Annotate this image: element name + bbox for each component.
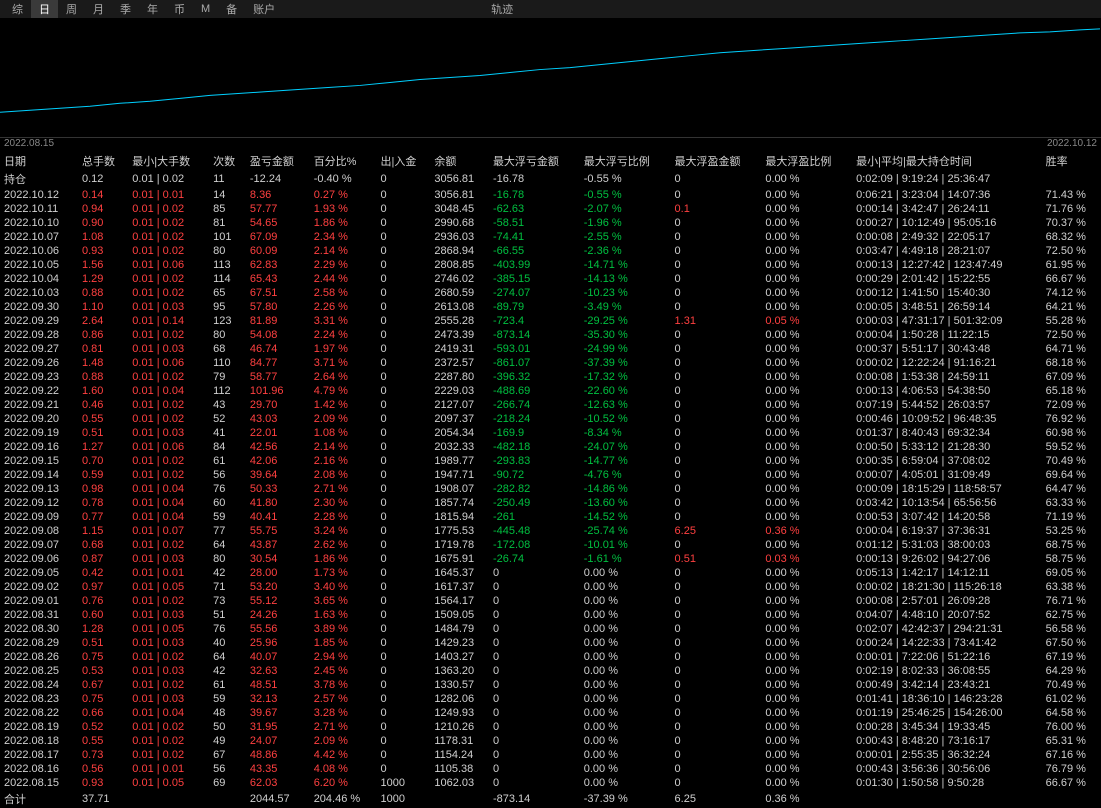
tab-yue[interactable]: 月 [85,0,112,19]
tab-zong[interactable]: 综 [4,0,31,19]
tab-ri[interactable]: 日 [31,0,58,19]
table-row[interactable]: 2022.09.270.810.01 | 0.036846.741.97 %02… [0,342,1101,356]
tab-m[interactable]: M [193,1,218,17]
table-row[interactable]: 2022.08.190.520.01 | 0.025031.952.71 %01… [0,720,1101,734]
table-row[interactable]: 2022.09.301.100.01 | 0.039557.802.26 %02… [0,300,1101,314]
col-pct[interactable]: 百分比% [310,152,377,170]
equity-line-svg [0,18,1101,137]
tab-bar: 综 日 周 月 季 年 币 M 备 账户 轨迹 [0,0,1101,18]
table-row[interactable]: 2022.09.081.150.01 | 0.077755.753.24 %01… [0,524,1101,538]
table-row[interactable]: 2022.09.230.880.01 | 0.027958.772.64 %02… [0,370,1101,384]
tab-nian[interactable]: 年 [139,0,166,19]
chart-date-labels: 2022.08.15 2022.10.12 [0,138,1101,152]
table-row[interactable]: 2022.09.221.600.01 | 0.04112101.964.79 %… [0,384,1101,398]
table-row[interactable]: 2022.10.030.880.01 | 0.026567.512.58 %02… [0,286,1101,300]
table-row[interactable]: 2022.08.180.550.01 | 0.024924.072.09 %01… [0,734,1101,748]
table-row[interactable]: 2022.10.060.930.01 | 0.028060.092.14 %02… [0,244,1101,258]
tab-account[interactable]: 账户 [245,0,283,19]
table-row[interactable]: 2022.08.160.560.01 | 0.015643.354.08 %01… [0,762,1101,776]
col-date[interactable]: 日期 [0,152,78,170]
table-row[interactable]: 2022.08.290.510.01 | 0.034025.961.85 %01… [0,636,1101,650]
daily-stats-table: 日期 总手数 最小|大手数 次数 盈亏金额 百分比% 出|入金 余额 最大浮亏金… [0,152,1101,808]
table-row[interactable]: 2022.08.301.280.01 | 0.057655.563.89 %01… [0,622,1101,636]
tab-bi[interactable]: 币 [166,0,193,19]
table-row[interactable]: 2022.10.041.290.01 | 0.0211465.432.44 %0… [0,272,1101,286]
col-max-float-loss-pct[interactable]: 最大浮亏比例 [580,152,671,170]
table-row[interactable]: 2022.08.150.930.01 | 0.056962.036.20 %10… [0,776,1101,790]
table-row[interactable]: 2022.08.310.600.01 | 0.035124.261.63 %01… [0,608,1101,622]
table-row[interactable]: 2022.09.261.480.01 | 0.0611084.773.71 %0… [0,356,1101,370]
tab-track[interactable]: 轨迹 [483,0,521,19]
table-row[interactable]: 2022.09.280.860.01 | 0.028054.082.24 %02… [0,328,1101,342]
table-row[interactable]: 2022.10.110.940.01 | 0.028557.771.93 %03… [0,202,1101,216]
tab-bei[interactable]: 备 [218,0,245,19]
table-row[interactable]: 2022.08.220.660.01 | 0.044839.673.28 %01… [0,706,1101,720]
table-row[interactable]: 2022.10.071.080.01 | 0.0210167.092.34 %0… [0,230,1101,244]
table-row[interactable]: 2022.10.100.900.01 | 0.028154.651.86 %02… [0,216,1101,230]
table-row[interactable]: 2022.09.200.550.01 | 0.025243.032.09 %02… [0,412,1101,426]
table-row[interactable]: 2022.09.060.870.01 | 0.038030.541.86 %01… [0,552,1101,566]
table-row[interactable]: 2022.09.210.460.01 | 0.024329.701.42 %02… [0,398,1101,412]
table-row[interactable]: 2022.09.150.700.01 | 0.026142.062.16 %01… [0,454,1101,468]
col-cashflow[interactable]: 出|入金 [377,152,431,170]
summary-label: 合计 [0,790,78,808]
table-subheader-row: 持仓 0.12 0.01 | 0.02 11 -12.24 -0.40 % 0 … [0,170,1101,188]
col-pnl[interactable]: 盈亏金额 [246,152,310,170]
table-row[interactable]: 2022.09.190.510.01 | 0.034122.011.08 %02… [0,426,1101,440]
table-row[interactable]: 2022.10.051.560.01 | 0.0611362.832.29 %0… [0,258,1101,272]
table-row[interactable]: 2022.08.170.730.01 | 0.026748.864.42 %01… [0,748,1101,762]
table-header-row: 日期 总手数 最小|大手数 次数 盈亏金额 百分比% 出|入金 余额 最大浮亏金… [0,152,1101,170]
col-count[interactable]: 次数 [209,152,246,170]
col-max-float-gain[interactable]: 最大浮盈金额 [671,152,762,170]
equity-chart[interactable] [0,18,1101,138]
chart-start-date: 2022.08.15 [4,138,54,152]
table-row[interactable]: 2022.09.140.590.01 | 0.025639.642.08 %01… [0,468,1101,482]
table-row[interactable]: 2022.08.250.530.01 | 0.034232.632.45 %01… [0,664,1101,678]
table-row[interactable]: 2022.09.130.980.01 | 0.047650.332.71 %01… [0,482,1101,496]
table-row[interactable]: 2022.08.230.750.01 | 0.035932.132.57 %01… [0,692,1101,706]
table-row[interactable]: 2022.08.260.750.01 | 0.026440.072.94 %01… [0,650,1101,664]
table-row[interactable]: 2022.09.020.970.01 | 0.057153.203.40 %01… [0,580,1101,594]
data-table-container: 日期 总手数 最小|大手数 次数 盈亏金额 百分比% 出|入金 余额 最大浮亏金… [0,152,1101,808]
table-row[interactable]: 2022.09.120.780.01 | 0.046041.802.30 %01… [0,496,1101,510]
col-minmax-lots[interactable]: 最小|大手数 [128,152,209,170]
sub-label: 持仓 [0,170,78,188]
tab-zhou[interactable]: 周 [58,0,85,19]
table-row[interactable]: 2022.09.090.770.01 | 0.045940.412.28 %01… [0,510,1101,524]
col-balance[interactable]: 余额 [430,152,489,170]
table-body: 2022.10.120.140.01 | 0.01148.360.27 %030… [0,188,1101,790]
table-row[interactable]: 2022.09.292.640.01 | 0.1412381.893.31 %0… [0,314,1101,328]
chart-end-date: 2022.10.12 [1047,138,1097,152]
col-hold-time[interactable]: 最小|平均|最大持仓时间 [852,152,1041,170]
table-row[interactable]: 2022.08.240.670.01 | 0.026148.513.78 %01… [0,678,1101,692]
col-max-float-gain-pct[interactable]: 最大浮盈比例 [761,152,852,170]
summary-row: 合计 37.71 2044.57 204.46 % 1000 -873.14 -… [0,790,1101,808]
table-row[interactable]: 2022.09.161.270.01 | 0.068442.562.14 %02… [0,440,1101,454]
col-winrate[interactable]: 胜率 [1042,152,1101,170]
table-row[interactable]: 2022.09.070.680.01 | 0.026443.872.62 %01… [0,538,1101,552]
table-row[interactable]: 2022.10.120.140.01 | 0.01148.360.27 %030… [0,188,1101,202]
col-lots[interactable]: 总手数 [78,152,128,170]
col-max-float-loss[interactable]: 最大浮亏金额 [489,152,580,170]
table-row[interactable]: 2022.09.050.420.01 | 0.014228.001.73 %01… [0,566,1101,580]
table-row[interactable]: 2022.09.010.760.01 | 0.027355.123.65 %01… [0,594,1101,608]
tab-ji[interactable]: 季 [112,0,139,19]
